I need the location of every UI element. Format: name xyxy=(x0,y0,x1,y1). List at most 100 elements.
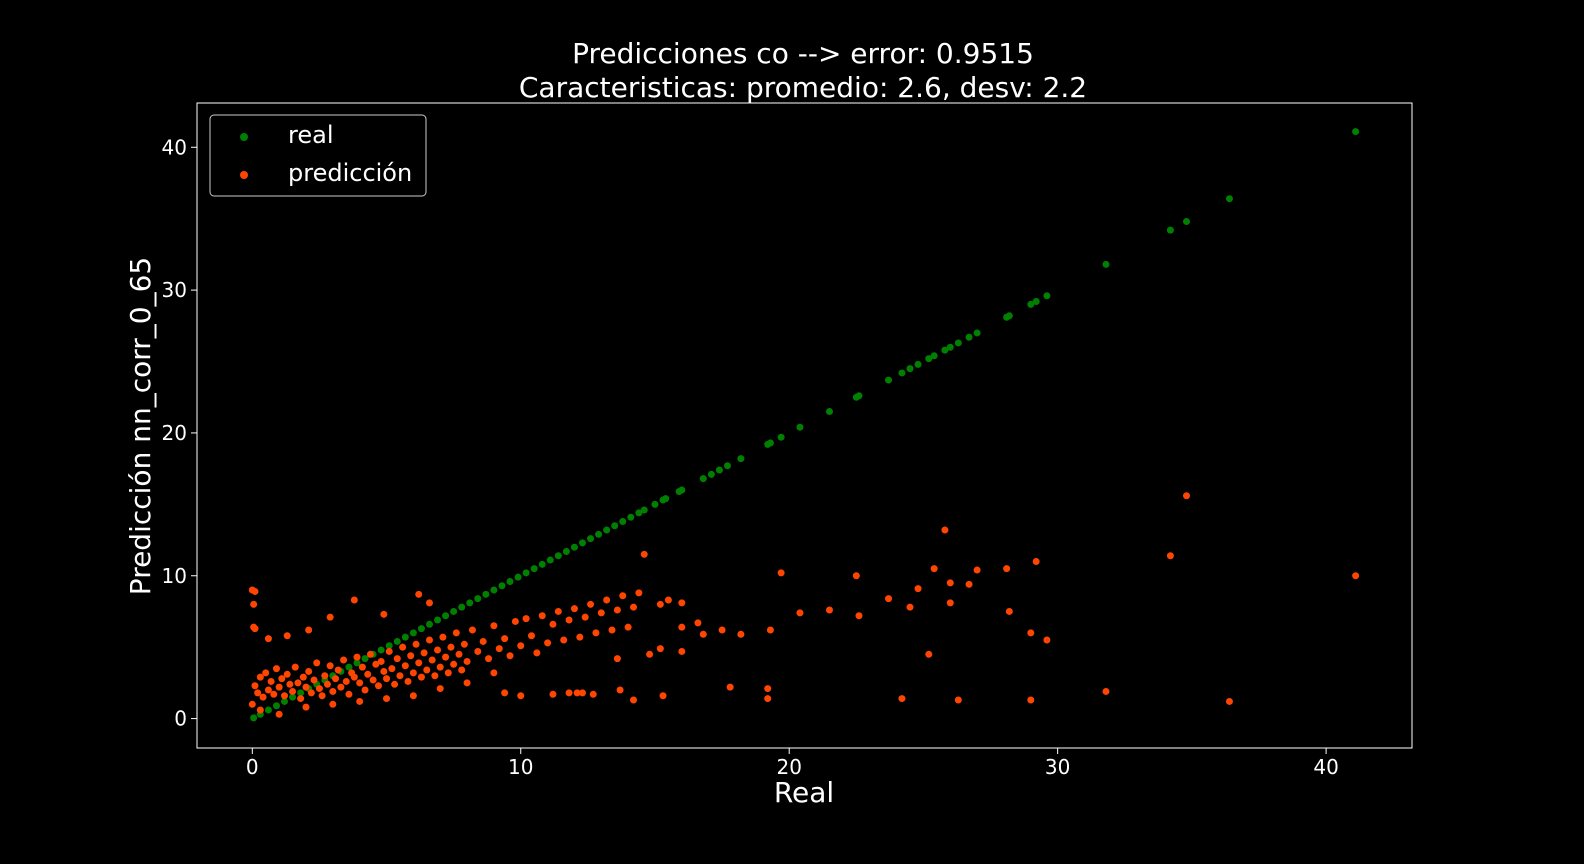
prediccion-point xyxy=(490,669,498,677)
prediccion-point xyxy=(613,655,621,663)
prediccion-point xyxy=(404,677,412,685)
prediccion-point xyxy=(1166,552,1174,560)
prediccion-point xyxy=(321,672,329,680)
prediccion-point xyxy=(248,700,256,708)
prediccion-point xyxy=(415,659,423,667)
prediccion-point xyxy=(549,620,557,628)
prediccion-point xyxy=(283,632,291,640)
prediccion-point xyxy=(699,630,707,638)
real-point xyxy=(425,620,433,628)
prediccion-point xyxy=(1005,607,1013,615)
prediccion-point xyxy=(420,649,428,657)
real-point xyxy=(401,633,409,641)
real-point xyxy=(562,547,570,555)
prediccion-point xyxy=(396,672,404,680)
prediccion-point xyxy=(380,667,388,675)
prediccion-point xyxy=(302,703,310,711)
real-point xyxy=(699,475,707,483)
real-point xyxy=(409,629,417,637)
prediccion-point xyxy=(495,645,503,653)
prediccion-point xyxy=(318,692,326,700)
prediccion-point xyxy=(323,680,331,688)
prediccion-point xyxy=(374,682,382,690)
real-point xyxy=(973,329,981,337)
real-point xyxy=(946,343,954,351)
prediccion-point xyxy=(452,629,460,637)
prediccion-point xyxy=(326,613,334,621)
prediccion-point xyxy=(522,615,530,623)
real-point xyxy=(898,369,906,377)
prediccion-point xyxy=(474,647,482,655)
prediccion-point xyxy=(428,656,436,664)
real-point xyxy=(925,355,933,363)
prediccion-point xyxy=(576,633,584,641)
prediccion-point xyxy=(447,643,455,651)
prediccion-point xyxy=(659,692,667,700)
prediccion-point xyxy=(613,606,621,614)
prediccion-point xyxy=(334,666,342,674)
prediccion-point xyxy=(517,642,525,650)
prediccion-point xyxy=(664,596,672,604)
prediccion-point xyxy=(538,612,546,620)
prediccion-point xyxy=(501,635,509,643)
prediccion-point xyxy=(527,632,535,640)
real-point xyxy=(578,539,586,547)
real-point xyxy=(345,663,353,671)
prediccion-point xyxy=(393,655,401,663)
legend-marker-real xyxy=(240,133,248,141)
prediccion-point xyxy=(425,636,433,644)
prediccion-point xyxy=(463,657,471,665)
prediccion-point xyxy=(565,616,573,624)
y-tick-label: 30 xyxy=(162,278,187,302)
real-point xyxy=(707,470,715,478)
real-point xyxy=(777,433,785,441)
prediccion-point xyxy=(581,613,589,621)
chart-title: Predicciones co --> error: 0.9515 xyxy=(572,37,1034,70)
real-point xyxy=(1352,128,1360,136)
legend-label-prediccion: predicción xyxy=(288,159,412,187)
chart-subtitle: Caracteristicas: promedio: 2.6, desv: 2.… xyxy=(519,71,1087,104)
real-point xyxy=(587,535,595,543)
real-point xyxy=(825,408,833,415)
x-axis-label: Real xyxy=(774,776,834,809)
prediccion-point xyxy=(603,596,611,604)
real-point xyxy=(954,339,962,347)
prediccion-point xyxy=(1225,697,1233,705)
prediccion-point xyxy=(560,636,568,644)
prediccion-point xyxy=(549,690,557,698)
prediccion-point xyxy=(342,677,350,685)
prediccion-point xyxy=(455,650,463,658)
prediccion-point xyxy=(597,609,605,617)
prediccion-point xyxy=(511,617,519,625)
prediccion-point xyxy=(264,635,272,643)
prediccion-point xyxy=(256,706,264,714)
real-point xyxy=(281,697,289,705)
prediccion-point xyxy=(353,653,361,661)
prediccion-point xyxy=(444,669,452,677)
prediccion-point xyxy=(678,647,686,655)
real-point xyxy=(482,590,490,598)
legend-box xyxy=(209,114,427,197)
prediccion-point xyxy=(407,652,415,660)
prediccion-point xyxy=(307,689,315,697)
real-point xyxy=(385,642,393,650)
prediccion-point xyxy=(544,639,552,647)
prediccion-point xyxy=(460,640,468,648)
real-point xyxy=(640,506,648,514)
real-point xyxy=(796,423,804,431)
prediccion-point xyxy=(630,696,637,704)
real-point xyxy=(627,513,635,521)
legend-label-real: real xyxy=(288,121,333,149)
prediccion-point xyxy=(286,680,294,688)
prediccion-point xyxy=(391,680,399,688)
prediccion-point xyxy=(358,663,366,671)
real-point xyxy=(1102,260,1110,268)
prediccion-point xyxy=(291,663,299,671)
prediccion-point xyxy=(278,675,286,683)
prediccion-point xyxy=(383,675,391,683)
prediccion-point xyxy=(479,637,487,645)
prediccion-point xyxy=(578,689,586,697)
real-point xyxy=(1183,218,1190,226)
real-point xyxy=(941,346,949,354)
x-tick-label: 20 xyxy=(776,755,801,779)
